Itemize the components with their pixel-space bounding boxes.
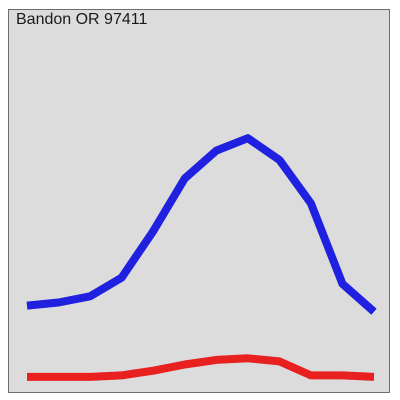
series-line-2 bbox=[27, 354, 375, 381]
series-line-1 bbox=[26, 134, 377, 315]
chart-panel bbox=[8, 9, 390, 393]
chart-title: Bandon OR 97411 bbox=[16, 11, 148, 28]
